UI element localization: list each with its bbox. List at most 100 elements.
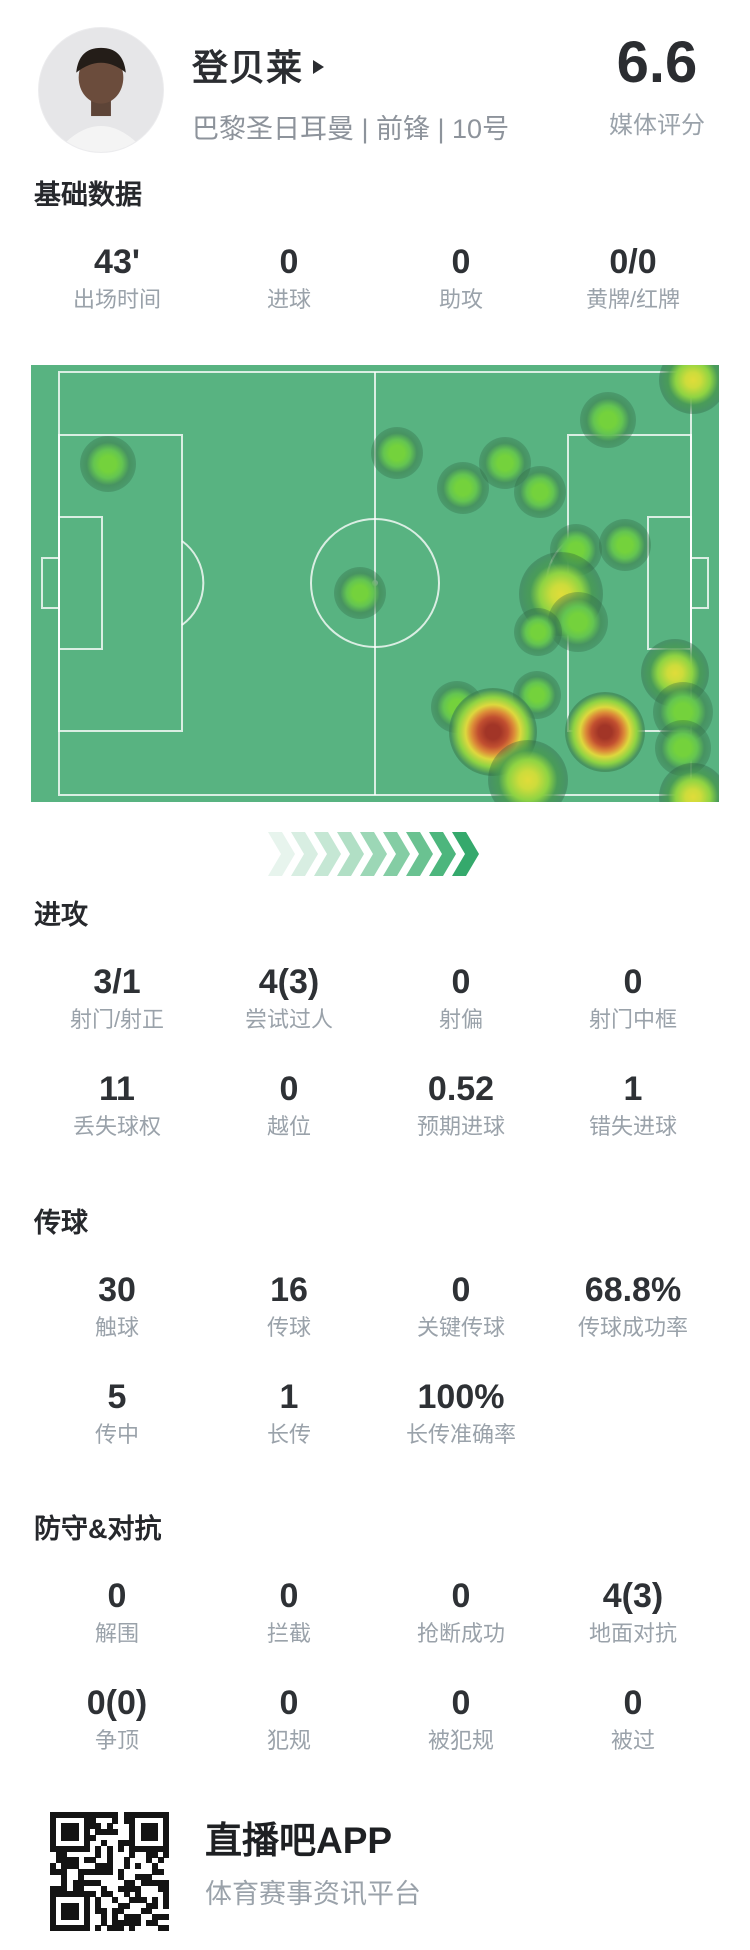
stat-item: 43'出场时间 (31, 244, 203, 313)
stat-label: 关键传球 (375, 1315, 547, 1341)
stat-value: 0 (31, 1578, 203, 1614)
stat-value: 0 (203, 1578, 375, 1614)
stat-item: 5 传中 (31, 1379, 203, 1448)
expand-arrow-icon (313, 60, 324, 74)
stat-item-empty (547, 1379, 719, 1448)
position-heatmap (31, 365, 719, 802)
player-avatar (38, 27, 164, 153)
stat-label: 被过 (547, 1728, 719, 1754)
stat-value: 0 (375, 1685, 547, 1721)
media-rating-value: 6.6 (609, 33, 705, 93)
stats-row: 5 传中1 长传100% 长传准确率 (0, 1379, 750, 1448)
section-title-passing: 传球 (34, 1206, 750, 1240)
stat-label: 传球 (203, 1315, 375, 1341)
stat-label: 解围 (31, 1621, 203, 1647)
stat-item: 0.52 预期进球 (375, 1071, 547, 1140)
player-photo-placeholder (39, 28, 163, 152)
stat-value: 1 (203, 1379, 375, 1415)
stat-item: 3/1 射门/射正 (31, 964, 203, 1033)
player-team-position: 巴黎圣日耳曼 | 前锋 | 10号 (192, 107, 509, 146)
stat-label: 黄牌/红牌 (547, 287, 719, 313)
stat-item: 100% 长传准确率 (375, 1379, 547, 1448)
player-match-stats-page: { "header": { "player_name": "登贝莱", "pla… (0, 0, 750, 1950)
stat-label: 预期进球 (375, 1114, 547, 1140)
stat-label: 尝试过人 (203, 1007, 375, 1033)
detail-stats-sections: 进攻3/1射门/射正4(3)尝试过人0射偏0射门中框11丢失球权0越位0.52预… (0, 898, 750, 1754)
stat-item: 0射偏 (375, 964, 547, 1033)
qr-code (50, 1812, 169, 1931)
stats-row: 11 丢失球权0 越位0.52 预期进球1错失进球 (0, 1071, 750, 1140)
stat-value: 68.8% (547, 1272, 719, 1308)
stat-label: 射偏 (375, 1007, 547, 1033)
stat-label: 越位 (203, 1114, 375, 1140)
stat-value: 43' (31, 244, 203, 280)
pitch-markings (31, 365, 719, 802)
stat-item: 1错失进球 (547, 1071, 719, 1140)
stat-item: 0 助攻 (375, 244, 547, 313)
stat-label: 射门中框 (547, 1007, 719, 1033)
media-rating-label: 媒体评分 (609, 105, 705, 140)
stats-row: 30 触球16 传球0 关键传球68.8% 传球成功率 (0, 1272, 750, 1341)
stat-value: 0 (547, 964, 719, 1000)
stat-item: 0(0)争顶 (31, 1685, 203, 1754)
stat-item: 0进球 (203, 244, 375, 313)
player-identity: 登贝莱 巴黎圣日耳曼 | 前锋 | 10号 (192, 27, 509, 146)
stat-label: 射门/射正 (31, 1007, 203, 1033)
stat-item: 11 丢失球权 (31, 1071, 203, 1140)
stat-value: 0.52 (375, 1071, 547, 1107)
stat-value: 30 (31, 1272, 203, 1308)
stat-label: 错失进球 (547, 1114, 719, 1140)
stat-value: 5 (31, 1379, 203, 1415)
stats-row: 43'出场时间0进球0 助攻0/0 黄牌/红牌 (0, 244, 750, 313)
player-header: 登贝莱 巴黎圣日耳曼 | 前锋 | 10号 6.6 媒体评分 (0, 0, 750, 152)
stat-label: 丢失球权 (31, 1114, 203, 1140)
stat-item: 1 长传 (203, 1379, 375, 1448)
footer-text: 直播吧APP 体育赛事资讯平台 (205, 1812, 421, 1909)
app-tagline: 体育赛事资讯平台 (205, 1879, 421, 1909)
stat-item: 68.8% 传球成功率 (547, 1272, 719, 1341)
stat-item: 0 被过 (547, 1685, 719, 1754)
stat-value: 11 (31, 1071, 203, 1107)
stat-label: 传中 (31, 1422, 203, 1448)
stat-label: 进球 (203, 287, 375, 313)
stat-item: 30 触球 (31, 1272, 203, 1341)
player-name-row[interactable]: 登贝莱 (192, 39, 509, 91)
stat-item: 0 抢断成功 (375, 1578, 547, 1647)
stat-value: 0 (375, 1272, 547, 1308)
stat-label: 争顶 (31, 1728, 203, 1754)
stat-value: 0 (203, 1071, 375, 1107)
stat-label: 拦截 (203, 1621, 375, 1647)
stat-item: 4(3) 尝试过人 (203, 964, 375, 1033)
stat-label: 长传准确率 (375, 1422, 547, 1448)
stat-value: 100% (375, 1379, 547, 1415)
stat-item: 0 射门中框 (547, 964, 719, 1033)
stat-value: 0 (547, 1685, 719, 1721)
stats-row: 3/1 射门/射正4(3) 尝试过人0射偏0 射门中框 (0, 964, 750, 1033)
app-footer: 直播吧APP 体育赛事资讯平台 (0, 1812, 750, 1931)
app-name: 直播吧APP (205, 1820, 421, 1862)
stat-value: 4(3) (547, 1578, 719, 1614)
stat-item: 0 解围 (31, 1578, 203, 1647)
stat-label: 犯规 (203, 1728, 375, 1754)
stat-label: 长传 (203, 1422, 375, 1448)
stat-value: 0 (375, 244, 547, 280)
stat-value: 16 (203, 1272, 375, 1308)
stat-label: 被犯规 (375, 1728, 547, 1754)
stat-value: 0/0 (547, 244, 719, 280)
stat-item: 0 越位 (203, 1071, 375, 1140)
section-title-attack: 进攻 (34, 898, 750, 932)
stat-label: 触球 (31, 1315, 203, 1341)
stat-value: 4(3) (203, 964, 375, 1000)
player-name: 登贝莱 (192, 39, 303, 91)
stat-value: 0 (203, 1685, 375, 1721)
section-title-defense: 防守&对抗 (34, 1512, 750, 1546)
stat-item: 0 被犯规 (375, 1685, 547, 1754)
stat-label: 抢断成功 (375, 1621, 547, 1647)
stat-value: 3/1 (31, 964, 203, 1000)
stat-item: 0 犯规 (203, 1685, 375, 1754)
stat-item: 0 拦截 (203, 1578, 375, 1647)
stat-label: 地面对抗 (547, 1621, 719, 1647)
stat-label: 传球成功率 (547, 1315, 719, 1341)
stat-value: 0 (375, 1578, 547, 1614)
stat-label: 助攻 (375, 287, 547, 313)
